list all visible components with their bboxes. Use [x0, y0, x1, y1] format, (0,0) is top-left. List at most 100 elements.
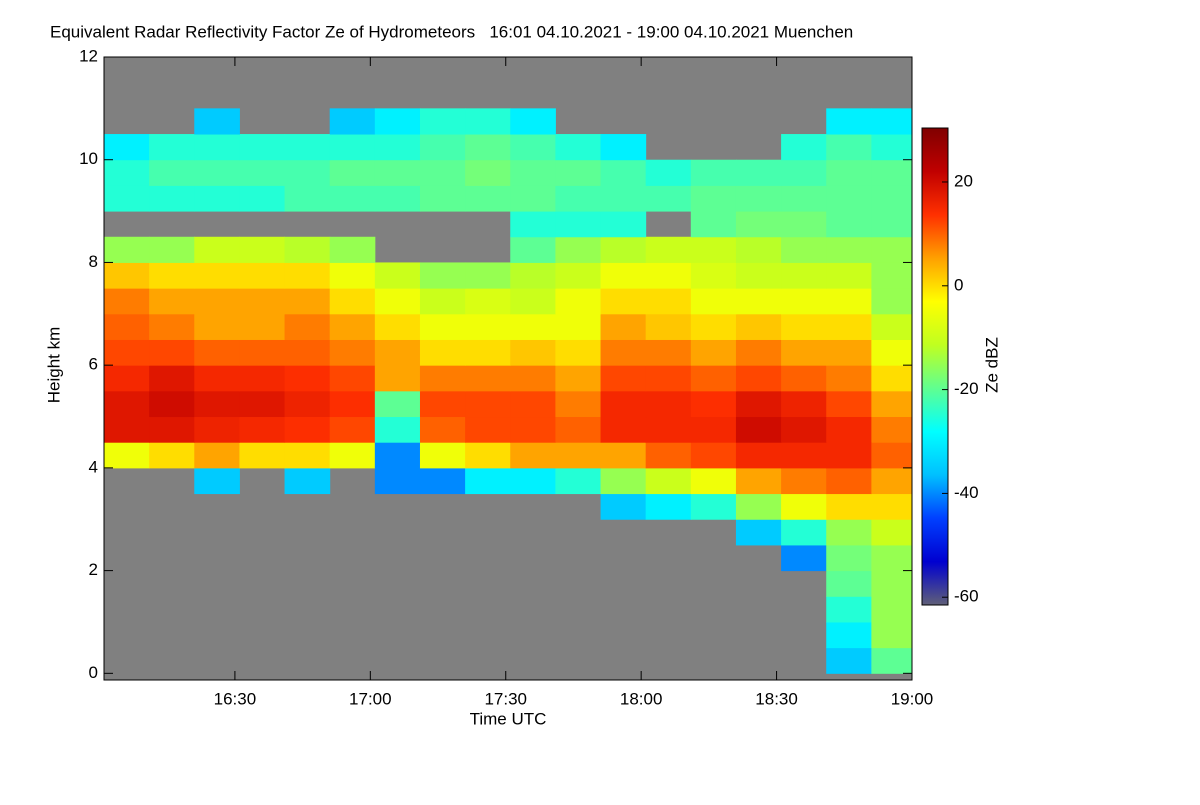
heatmap-cell [781, 288, 827, 315]
x-tick-label: 19:00 [891, 689, 934, 708]
heatmap-cell [149, 159, 195, 186]
heatmap-cell [781, 416, 827, 443]
heatmap-cell [871, 159, 912, 186]
heatmap-cell [871, 211, 912, 238]
heatmap-cell [555, 442, 602, 469]
heatmap-cell [510, 159, 556, 186]
heatmap-cell [826, 416, 872, 443]
heatmap-cell [871, 185, 912, 212]
heatmap-cell [555, 339, 602, 366]
heatmap-cell [690, 288, 737, 315]
heatmap-cell [374, 134, 421, 161]
heatmap-cell [419, 416, 466, 443]
heatmap-cell [555, 288, 602, 315]
heatmap-cell [871, 647, 912, 674]
y-tick-label: 8 [89, 252, 98, 271]
heatmap-cell [374, 185, 421, 212]
heatmap-cell [284, 467, 331, 495]
heatmap-cell [555, 211, 602, 238]
heatmap-cell [104, 416, 150, 443]
heatmap-cell [329, 159, 376, 186]
heatmap-cell [645, 493, 692, 520]
heatmap-cell [104, 134, 150, 161]
heatmap-cell [239, 339, 286, 366]
heatmap-cell [735, 236, 782, 263]
heatmap-cell [510, 313, 556, 340]
heatmap-cell [871, 262, 912, 289]
heatmap-cell [149, 134, 195, 161]
heatmap-cell [826, 467, 872, 495]
heatmap-cell [239, 390, 286, 418]
heatmap-cell [600, 159, 647, 186]
colorbar-tick-label: 20 [954, 171, 973, 190]
heatmap-cell [826, 313, 872, 340]
heatmap-cell [735, 390, 782, 418]
heatmap-cell [826, 134, 872, 161]
heatmap-cell [149, 288, 195, 315]
heatmap-cell [600, 442, 647, 469]
heatmap-cell [600, 313, 647, 340]
heatmap-cell [419, 262, 466, 289]
y-tick-label: 2 [89, 560, 98, 579]
heatmap-cell [194, 262, 240, 289]
heatmap-cell [826, 236, 872, 263]
heatmap-cell [600, 134, 647, 161]
heatmap-cell [419, 159, 466, 186]
heatmap-cell [871, 519, 912, 546]
heatmap-cell [600, 416, 647, 443]
heatmap-cell [645, 339, 692, 366]
heatmap-cell [555, 313, 602, 340]
heatmap-cell [239, 159, 286, 186]
heatmap-cell [284, 159, 331, 186]
heatmap-cell [374, 313, 421, 340]
heatmap-cell [374, 390, 421, 418]
heatmap-cell [419, 108, 466, 135]
heatmap-cell [149, 390, 195, 418]
heatmap-cell [735, 211, 782, 238]
heatmap-cell [826, 211, 872, 238]
heatmap-cell [690, 493, 737, 520]
heatmap-cell [104, 339, 150, 366]
heatmap-cell [104, 236, 150, 263]
heatmap-cell [735, 159, 782, 186]
heatmap-cell [329, 108, 376, 135]
heatmap-cell [871, 416, 912, 443]
heatmap-cell [284, 339, 331, 366]
colorbar-tick-label: -40 [954, 483, 979, 502]
colorbar [921, 127, 949, 606]
heatmap-cell [149, 262, 195, 289]
heatmap-cell [826, 288, 872, 315]
heatmap-cell [645, 442, 692, 469]
y-tick-label: 10 [79, 149, 98, 168]
heatmap-cell [735, 467, 782, 495]
heatmap-cell [284, 365, 331, 392]
heatmap-cell [690, 313, 737, 340]
x-tick-label: 18:30 [755, 689, 798, 708]
heatmap-cell [194, 390, 240, 418]
heatmap-cell [239, 288, 286, 315]
heatmap-cell [826, 365, 872, 392]
heatmap-cell [465, 339, 511, 366]
heatmap-cell [419, 288, 466, 315]
heatmap-cell [149, 416, 195, 443]
heatmap-cell [871, 621, 912, 649]
heatmap-cell [104, 390, 150, 418]
heatmap-cell [465, 262, 511, 289]
heatmap-cell [735, 313, 782, 340]
heatmap-cell [600, 365, 647, 392]
heatmap-cell [600, 493, 647, 520]
heatmap-cell [690, 365, 737, 392]
heatmap-cell [871, 236, 912, 263]
heatmap-cell [104, 442, 150, 469]
heatmap-cell [826, 647, 872, 674]
heatmap-cell [781, 442, 827, 469]
heatmap-cell [735, 519, 782, 546]
heatmap-cell [284, 442, 331, 469]
heatmap-cell [284, 313, 331, 340]
heatmap-cell [194, 134, 240, 161]
heatmap-cell [329, 288, 376, 315]
heatmap-cell [419, 467, 466, 495]
heatmap-cell [600, 390, 647, 418]
heatmap-cell [826, 544, 872, 572]
heatmap-cell [239, 313, 286, 340]
